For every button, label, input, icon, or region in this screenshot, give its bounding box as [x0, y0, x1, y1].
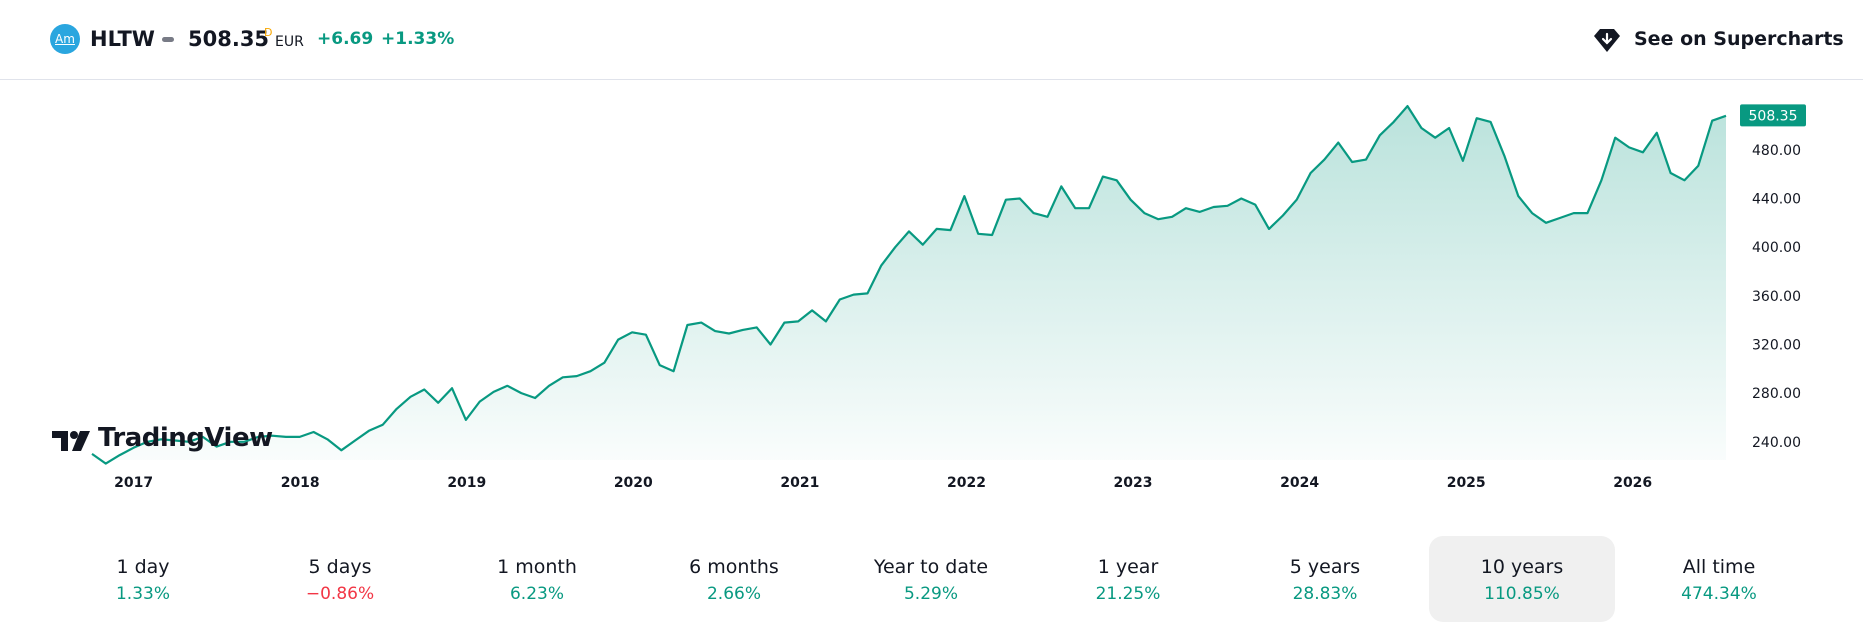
range-5-days[interactable]: 5 days −0.86% [247, 536, 433, 622]
price-change-percent: +1.33% [381, 29, 455, 49]
range-label: 5 years [1289, 556, 1361, 578]
x-tick-label: 2026 [1613, 475, 1652, 491]
last-price-tag-label: 508.35 [1749, 108, 1798, 124]
separator [162, 37, 174, 42]
supercharts-link[interactable]: See on Supercharts [1634, 28, 1844, 50]
x-tick-label: 2024 [1280, 475, 1319, 491]
range-label: Year to date [873, 556, 989, 578]
x-tick-label: 2021 [780, 475, 819, 491]
range-label: 1 year [1097, 556, 1159, 578]
symbol-header: Am HLTW 508.35 D EUR +6.69 +1.33% See on… [0, 0, 1863, 80]
last-price: 508.35 [188, 27, 270, 51]
range-value: 1.33% [115, 584, 170, 604]
range-value: 110.85% [1484, 584, 1560, 604]
range-1-year[interactable]: 1 year 21.25% [1035, 536, 1221, 622]
range-label: 5 days [308, 556, 372, 578]
y-tick-label: 240.00 [1752, 435, 1801, 451]
range-label: 10 years [1480, 556, 1564, 578]
y-tick-label: 280.00 [1752, 386, 1801, 402]
range-value: 474.34% [1681, 584, 1757, 604]
range-10-years[interactable]: 10 years 110.85% [1429, 536, 1615, 622]
range-5-years[interactable]: 5 years 28.83% [1232, 536, 1418, 622]
range-value: −0.86% [305, 584, 375, 604]
range-year-to-date[interactable]: Year to date 5.29% [838, 536, 1024, 622]
y-tick-label: 360.00 [1752, 289, 1801, 305]
range-1-day[interactable]: 1 day 1.33% [50, 536, 236, 622]
y-tick-label: 440.00 [1752, 192, 1801, 208]
range-value: 6.23% [509, 584, 564, 604]
tradingview-logo-text: TradingView [98, 423, 273, 453]
range-all-time[interactable]: All time 474.34% [1626, 536, 1812, 622]
range-label: All time [1682, 556, 1756, 578]
range-label: 1 day [116, 556, 170, 578]
supercharts-icon[interactable] [1592, 25, 1622, 55]
performance-ranges: 1 day 1.33% 5 days −0.86% 1 month 6.23% 6 mont… [0, 536, 1863, 622]
currency-label: EUR [275, 34, 304, 50]
price-area [92, 106, 1726, 464]
x-tick-label: 2018 [281, 475, 320, 491]
range-value: 21.25% [1095, 584, 1161, 604]
range-1-month[interactable]: 1 month 6.23% [444, 536, 630, 622]
x-tick-label: 2023 [1114, 475, 1153, 491]
range-label: 6 months [689, 556, 779, 578]
y-tick-label: 480.00 [1752, 143, 1801, 159]
range-label: 1 month [497, 556, 577, 578]
range-value: 2.66% [706, 584, 761, 604]
x-tick-label: 2019 [447, 475, 486, 491]
range-6-months[interactable]: 6 months 2.66% [641, 536, 827, 622]
y-tick-label: 320.00 [1752, 338, 1801, 354]
last-price-tag [1740, 104, 1806, 127]
symbol-logo: Am [50, 24, 80, 54]
x-tick-label: 2017 [114, 475, 153, 491]
range-value: 28.83% [1292, 584, 1358, 604]
x-tick-label: 2020 [614, 475, 653, 491]
tradingview-logo-icon [52, 431, 90, 451]
y-tick-label: 400.00 [1752, 240, 1801, 256]
delayed-marker: D [264, 26, 273, 39]
ticker-symbol[interactable]: HLTW [90, 27, 155, 51]
range-value: 5.29% [903, 584, 958, 604]
price-chart[interactable]: 240.00 280.00 320.00 360.00 400.00 440.00 480.… [0, 80, 1863, 500]
x-tick-label: 2022 [947, 475, 986, 491]
x-tick-label: 2025 [1447, 475, 1486, 491]
price-change: +6.69 [317, 29, 374, 49]
